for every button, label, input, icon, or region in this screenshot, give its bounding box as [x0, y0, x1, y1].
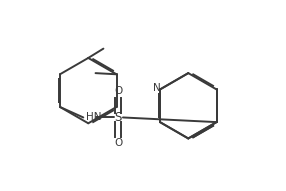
Text: N: N	[153, 83, 160, 93]
Text: HN: HN	[86, 112, 101, 122]
Text: O: O	[114, 87, 122, 96]
Text: O: O	[114, 138, 122, 148]
Text: S: S	[115, 111, 122, 124]
